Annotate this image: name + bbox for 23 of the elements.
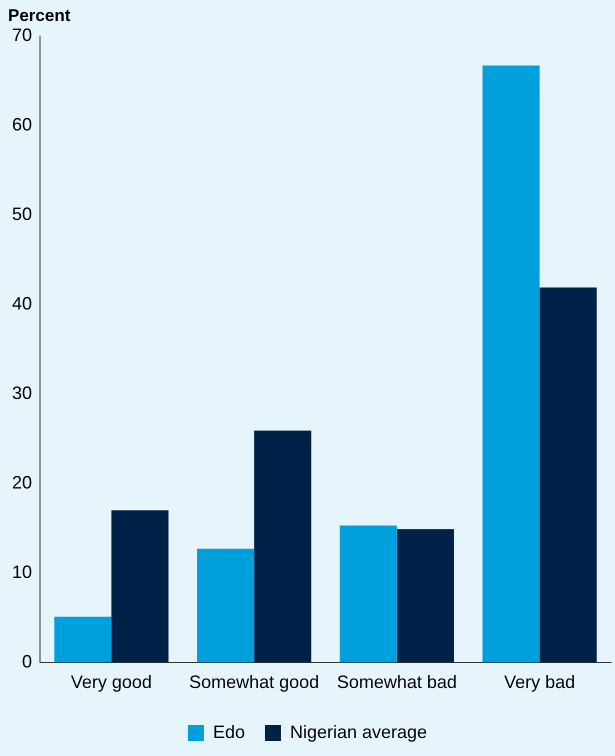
x-tick-label: Very bad — [504, 672, 576, 692]
y-tick-label: 20 — [12, 472, 32, 492]
bar — [111, 510, 168, 662]
y-tick-label: 30 — [12, 382, 32, 403]
y-axis-title: Percent — [8, 6, 71, 26]
bar — [197, 548, 254, 662]
y-tick-label: 60 — [12, 114, 32, 134]
y-tick-label: 40 — [12, 293, 32, 314]
x-tick-label: Somewhat good — [189, 672, 320, 692]
bar — [54, 616, 112, 662]
bar — [482, 66, 540, 662]
bar — [540, 287, 597, 662]
legend-label: Edo — [212, 722, 245, 742]
y-tick-label: 0 — [22, 651, 32, 672]
y-tick-label: 50 — [12, 204, 32, 224]
bar — [340, 525, 397, 662]
y-tick-label: 70 — [12, 24, 32, 45]
x-tick-label: Very good — [70, 672, 152, 692]
bar — [396, 529, 454, 662]
x-tick-label: Somewhat bad — [336, 672, 457, 692]
bar — [254, 430, 312, 662]
legend-label: Nigerian average — [290, 722, 428, 742]
y-tick-label: 10 — [12, 562, 32, 582]
